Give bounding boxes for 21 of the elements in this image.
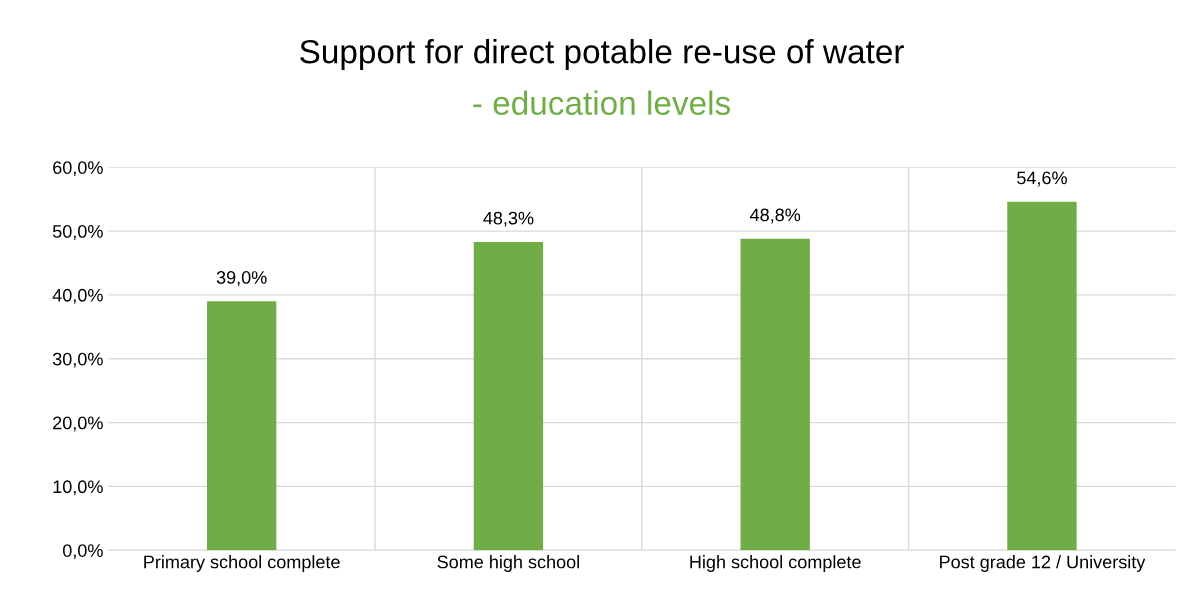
x-tick-label: Post grade 12 / University: [940, 555, 1146, 572]
x-tick-label: Some high school: [437, 555, 579, 572]
y-tick-label: 0,0%: [62, 544, 103, 560]
data-label: 54,6%: [1017, 171, 1067, 187]
bar: [206, 301, 277, 551]
y-tick-label: 50,0%: [52, 225, 103, 240]
bar: [473, 241, 544, 551]
y-tick-label: 30,0%: [52, 352, 103, 368]
y-tick-label: 60,0%: [53, 161, 103, 177]
chart-title: Support for direct potable re-use of water: [300, 39, 904, 71]
data-label: 39,0%: [216, 271, 267, 286]
x-tick-label: High school complete: [690, 555, 861, 572]
data-label: 48,8%: [750, 208, 801, 224]
x-tick-label: Primary school complete: [144, 555, 340, 572]
bar: [1007, 201, 1077, 551]
y-tick-label: 10,0%: [53, 480, 103, 496]
data-label: 48,3%: [483, 211, 534, 227]
y-tick-label: 20,0%: [53, 416, 103, 432]
y-tick-label: 40,0%: [52, 288, 103, 304]
chart-subtitle: - education levels: [473, 90, 731, 115]
bar: [740, 238, 810, 551]
